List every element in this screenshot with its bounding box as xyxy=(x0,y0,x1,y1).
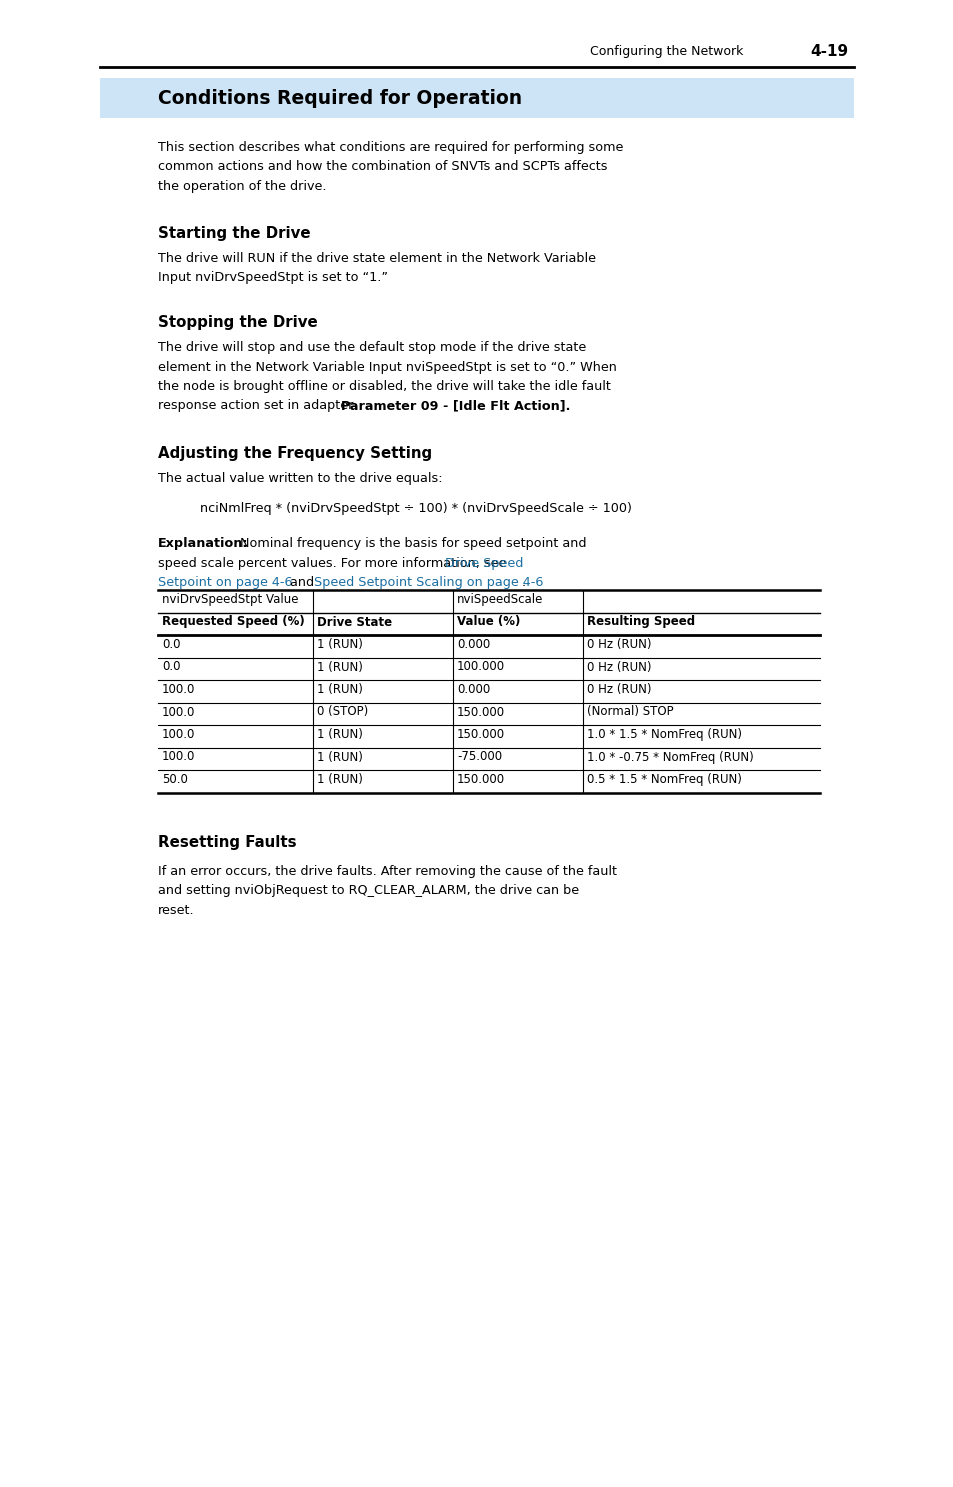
Text: 1 (RUN): 1 (RUN) xyxy=(316,638,362,651)
Text: Stopping the Drive: Stopping the Drive xyxy=(158,315,317,330)
Text: 4-19: 4-19 xyxy=(809,45,847,59)
Bar xyxy=(100,77,853,117)
Text: 0.000: 0.000 xyxy=(456,683,490,696)
Text: Configuring the Network: Configuring the Network xyxy=(589,46,742,58)
Text: nviDrvSpeedStpt Value: nviDrvSpeedStpt Value xyxy=(162,593,298,607)
Text: the operation of the drive.: the operation of the drive. xyxy=(158,180,326,193)
Text: 100.000: 100.000 xyxy=(456,660,504,674)
Text: Speed Setpoint Scaling on page 4-6: Speed Setpoint Scaling on page 4-6 xyxy=(314,575,543,589)
Text: 0.5 * 1.5 * NomFreq (RUN): 0.5 * 1.5 * NomFreq (RUN) xyxy=(586,773,741,787)
Text: 100.0: 100.0 xyxy=(162,683,195,696)
Text: Setpoint on page 4-6: Setpoint on page 4-6 xyxy=(158,575,293,589)
Text: 0.0: 0.0 xyxy=(162,638,180,651)
Text: Parameter 09 - [Idle Flt Action].: Parameter 09 - [Idle Flt Action]. xyxy=(340,400,570,412)
Text: Drive Speed: Drive Speed xyxy=(444,556,523,570)
Text: The actual value written to the drive equals:: The actual value written to the drive eq… xyxy=(158,471,442,485)
Text: 1 (RUN): 1 (RUN) xyxy=(316,773,362,787)
Text: 0 Hz (RUN): 0 Hz (RUN) xyxy=(586,638,651,651)
Text: 0 Hz (RUN): 0 Hz (RUN) xyxy=(586,683,651,696)
Text: If an error occurs, the drive faults. After removing the cause of the fault: If an error occurs, the drive faults. Af… xyxy=(158,864,617,877)
Text: 100.0: 100.0 xyxy=(162,705,195,718)
Text: nviSpeedScale: nviSpeedScale xyxy=(456,593,543,607)
Text: 50.0: 50.0 xyxy=(162,773,188,787)
Text: 100.0: 100.0 xyxy=(162,729,195,741)
Text: reset.: reset. xyxy=(158,904,194,916)
Text: Requested Speed (%): Requested Speed (%) xyxy=(162,616,304,629)
Text: 0 (STOP): 0 (STOP) xyxy=(316,705,368,718)
Text: Value (%): Value (%) xyxy=(456,616,519,629)
Text: The drive will RUN if the drive state element in the Network Variable: The drive will RUN if the drive state el… xyxy=(158,251,596,265)
Text: 150.000: 150.000 xyxy=(456,705,504,718)
Text: Input nviDrvSpeedStpt is set to “1.”: Input nviDrvSpeedStpt is set to “1.” xyxy=(158,272,388,284)
Text: 150.000: 150.000 xyxy=(456,729,504,741)
Text: the node is brought offline or disabled, the drive will take the idle fault: the node is brought offline or disabled,… xyxy=(158,381,610,393)
Text: Nominal frequency is the basis for speed setpoint and: Nominal frequency is the basis for speed… xyxy=(235,537,586,550)
Text: element in the Network Variable Input nviSpeedStpt is set to “0.” When: element in the Network Variable Input nv… xyxy=(158,360,617,373)
Text: This section describes what conditions are required for performing some: This section describes what conditions a… xyxy=(158,141,622,155)
Text: 1.0 * 1.5 * NomFreq (RUN): 1.0 * 1.5 * NomFreq (RUN) xyxy=(586,729,741,741)
Text: Drive State: Drive State xyxy=(316,616,392,629)
Text: 100.0: 100.0 xyxy=(162,751,195,763)
Text: Adjusting the Frequency Setting: Adjusting the Frequency Setting xyxy=(158,446,432,461)
Text: .: . xyxy=(521,575,525,589)
Text: Resetting Faults: Resetting Faults xyxy=(158,834,296,849)
Text: 150.000: 150.000 xyxy=(456,773,504,787)
Text: Explanation:: Explanation: xyxy=(158,537,248,550)
Text: and setting nviObjRequest to RQ_CLEAR_ALARM, the drive can be: and setting nviObjRequest to RQ_CLEAR_AL… xyxy=(158,883,578,897)
Text: response action set in adapter: response action set in adapter xyxy=(158,400,357,412)
Text: 0.0: 0.0 xyxy=(162,660,180,674)
Text: 0 Hz (RUN): 0 Hz (RUN) xyxy=(586,660,651,674)
Text: The drive will stop and use the default stop mode if the drive state: The drive will stop and use the default … xyxy=(158,341,586,354)
Text: 1 (RUN): 1 (RUN) xyxy=(316,660,362,674)
Text: Conditions Required for Operation: Conditions Required for Operation xyxy=(158,89,521,107)
Text: 1 (RUN): 1 (RUN) xyxy=(316,729,362,741)
Text: (Normal) STOP: (Normal) STOP xyxy=(586,705,673,718)
Text: -75.000: -75.000 xyxy=(456,751,501,763)
Text: 1.0 * -0.75 * NomFreq (RUN): 1.0 * -0.75 * NomFreq (RUN) xyxy=(586,751,753,763)
Text: 1 (RUN): 1 (RUN) xyxy=(316,751,362,763)
Text: Resulting Speed: Resulting Speed xyxy=(586,616,695,629)
Text: 0.000: 0.000 xyxy=(456,638,490,651)
Text: 1 (RUN): 1 (RUN) xyxy=(316,683,362,696)
Text: common actions and how the combination of SNVTs and SCPTs affects: common actions and how the combination o… xyxy=(158,161,607,174)
Text: speed scale percent values. For more information, see: speed scale percent values. For more inf… xyxy=(158,556,510,570)
Text: nciNmlFreq * (nviDrvSpeedStpt ÷ 100) * (nviDrvSpeedScale ÷ 100): nciNmlFreq * (nviDrvSpeedStpt ÷ 100) * (… xyxy=(200,503,631,515)
Text: and: and xyxy=(286,575,317,589)
Text: Starting the Drive: Starting the Drive xyxy=(158,226,311,241)
